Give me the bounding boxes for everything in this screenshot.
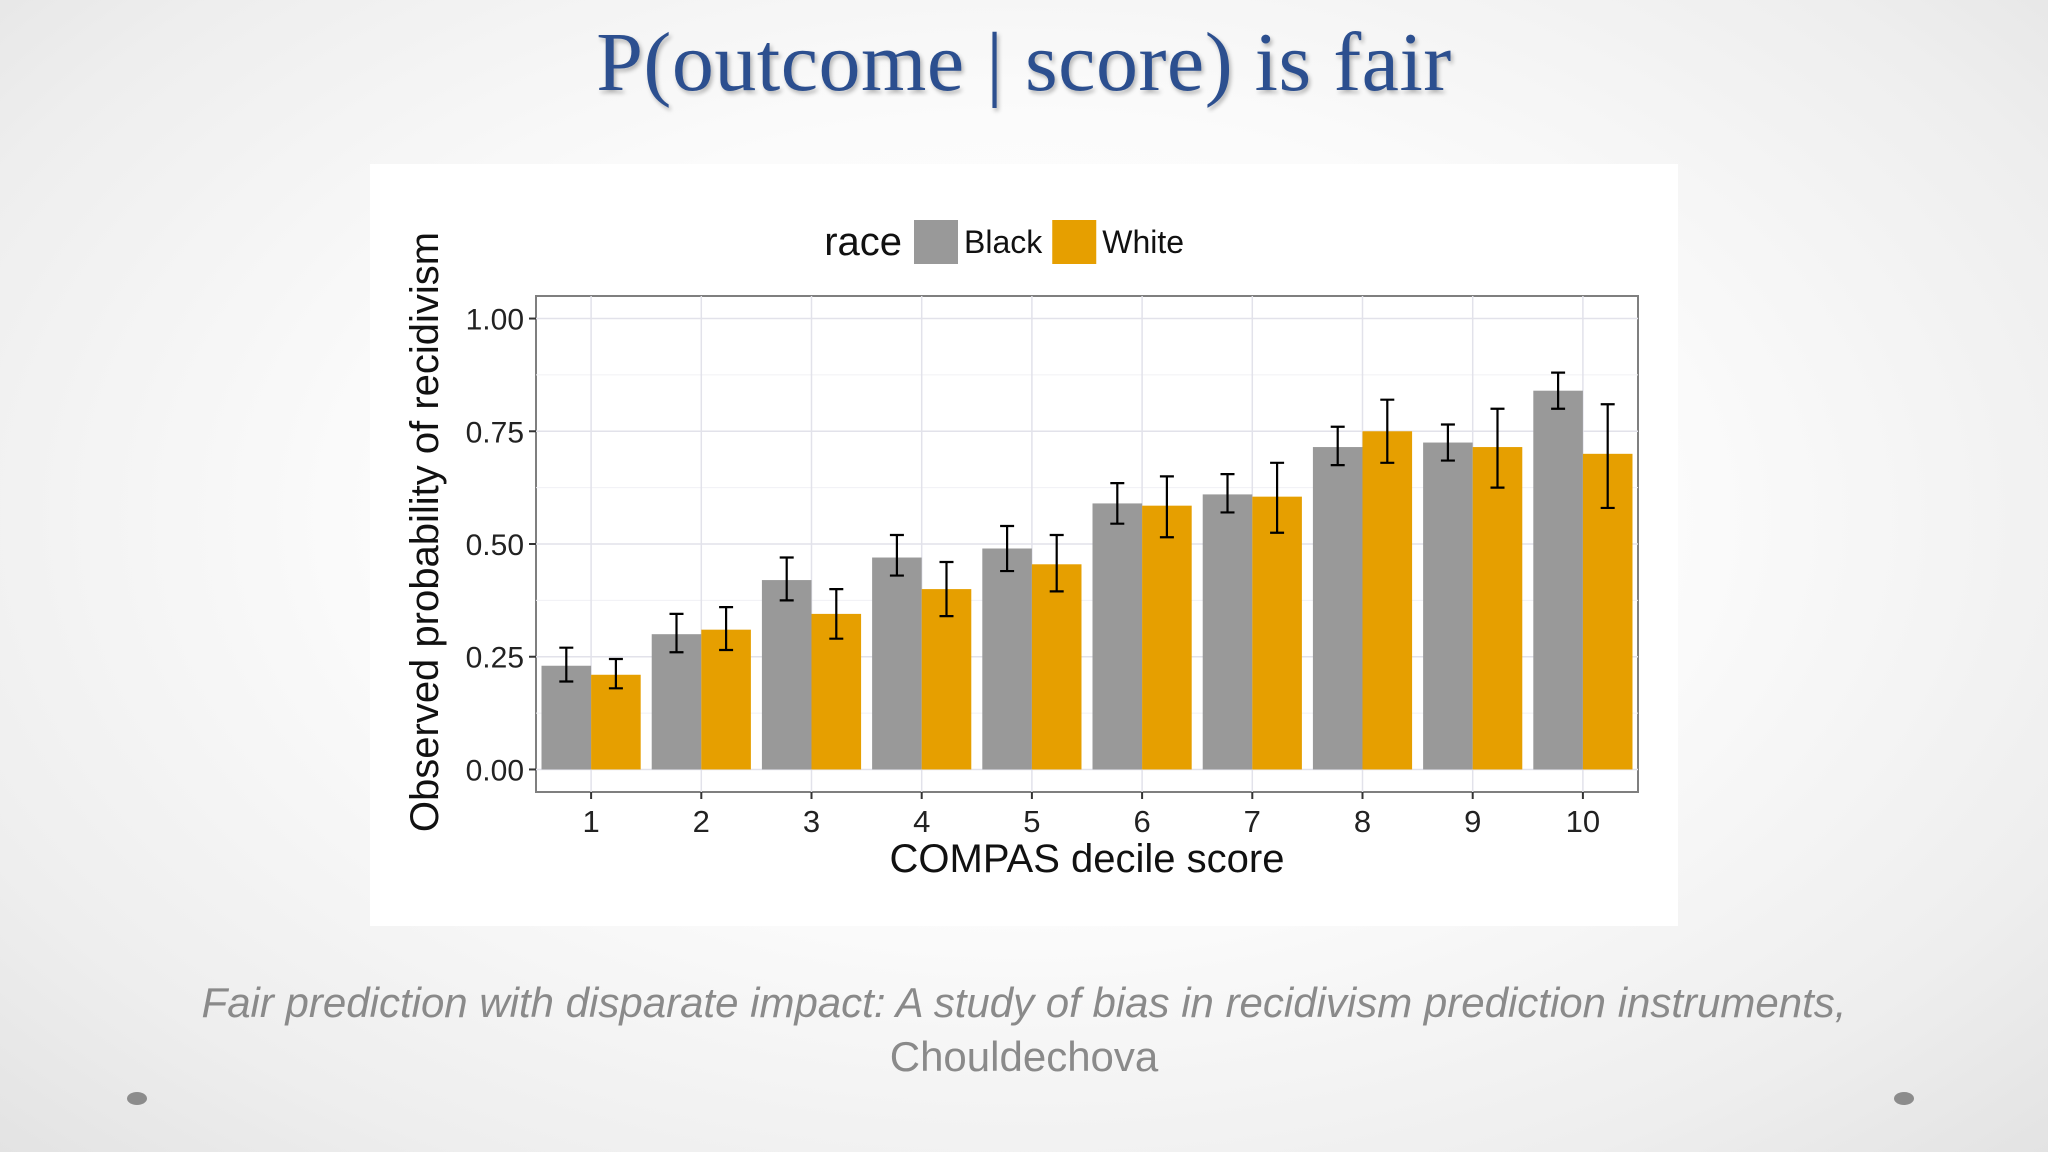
bar-white-2: [701, 629, 751, 770]
error-bar-white-8: [1380, 398, 1395, 464]
bar-white-4: [921, 589, 972, 770]
error-bar-black-5: [1000, 524, 1015, 573]
legend-label-black: Black: [964, 224, 1043, 260]
bar-black-2: [651, 634, 702, 770]
citation-author: Chouldechova: [889, 1033, 1159, 1080]
chart-legend: race Black White: [824, 220, 1184, 264]
error-bar-black-6: [1110, 482, 1125, 525]
bar-white-8: [1362, 431, 1413, 770]
y-tick-label: 0.00: [466, 754, 524, 787]
y-axis: 0.00 0.25 0.50 0.75 1.00: [466, 304, 536, 787]
error-bar-black-4: [889, 533, 904, 577]
bar-black-7: [1202, 494, 1253, 770]
bar-black-6: [1092, 503, 1143, 770]
x-tick-label: 2: [693, 804, 710, 839]
x-tick-label: 9: [1464, 804, 1481, 839]
x-axis: 1 2 3 4 5 6 7 8 9 10: [582, 792, 1600, 839]
error-bar-white-3: [829, 587, 844, 640]
citation-caption: Fair prediction with disparate impact: A…: [0, 976, 2048, 1084]
bars-group: [541, 390, 1633, 770]
x-tick-label: 1: [582, 804, 599, 839]
x-tick-label: 10: [1566, 804, 1600, 839]
bar-black-5: [982, 548, 1032, 770]
x-tick-label: 7: [1244, 804, 1261, 839]
bar-white-6: [1142, 505, 1192, 770]
error-bar-white-1: [608, 657, 623, 690]
error-bar-white-7: [1270, 461, 1285, 534]
bar-white-7: [1252, 496, 1302, 770]
error-bar-black-9: [1440, 423, 1455, 462]
citation-title: Fair prediction with disparate impact: A…: [201, 979, 1847, 1026]
error-bar-white-2: [719, 606, 734, 652]
slide-title: P(outcome | score) is fair: [596, 16, 1452, 109]
error-bar-white-9: [1490, 407, 1505, 489]
x-tick-label: 3: [803, 804, 820, 839]
error-bar-black-3: [779, 556, 794, 602]
bar-white-1: [591, 674, 641, 770]
y-tick-label: 0.25: [466, 642, 524, 675]
y-tick-label: 0.50: [466, 529, 524, 562]
bar-chart: race Black White 0.00 0.25 0.50 0.75 1.00 1 2 3 4…: [403, 220, 1639, 881]
error-bar-white-10: [1600, 403, 1615, 510]
bar-black-4: [872, 557, 922, 770]
error-bar-black-2: [669, 612, 684, 654]
chart-figure: race Black White 0.00 0.25 0.50 0.75 1.00 1 2 3 4…: [370, 164, 1678, 926]
error-bar-black-8: [1330, 425, 1345, 467]
bar-black-8: [1312, 447, 1363, 770]
x-tick-label: 4: [913, 804, 930, 839]
error-bar-white-4: [939, 560, 954, 618]
bar-white-9: [1472, 447, 1523, 770]
bar-black-3: [761, 580, 812, 770]
bar-white-3: [811, 613, 862, 770]
legend-label-white: White: [1102, 224, 1184, 260]
slide-decoration-dot-left: [127, 1092, 147, 1105]
error-bars-group: [559, 371, 1615, 690]
slide-decoration-dot-right: [1894, 1092, 1914, 1105]
bar-white-5: [1031, 564, 1082, 770]
y-axis-label: Observed probability of recidivism: [403, 232, 447, 832]
bar-black-10: [1533, 390, 1583, 770]
x-tick-label: 5: [1023, 804, 1040, 839]
error-bar-white-5: [1049, 533, 1064, 593]
x-tick-label: 8: [1354, 804, 1371, 839]
bar-black-9: [1423, 442, 1473, 770]
legend-swatch-black: [914, 220, 958, 264]
error-bar-black-7: [1220, 473, 1235, 514]
error-bar-black-10: [1551, 371, 1566, 410]
bar-black-1: [541, 665, 592, 770]
error-bar-white-6: [1159, 475, 1174, 539]
y-tick-label: 1.00: [466, 304, 524, 337]
x-axis-label: COMPAS decile score: [890, 837, 1285, 881]
legend-swatch-white: [1052, 220, 1097, 264]
legend-title: race: [824, 220, 902, 264]
error-bar-black-1: [559, 646, 574, 683]
y-tick-label: 0.75: [466, 416, 524, 449]
x-tick-label: 6: [1133, 804, 1150, 839]
